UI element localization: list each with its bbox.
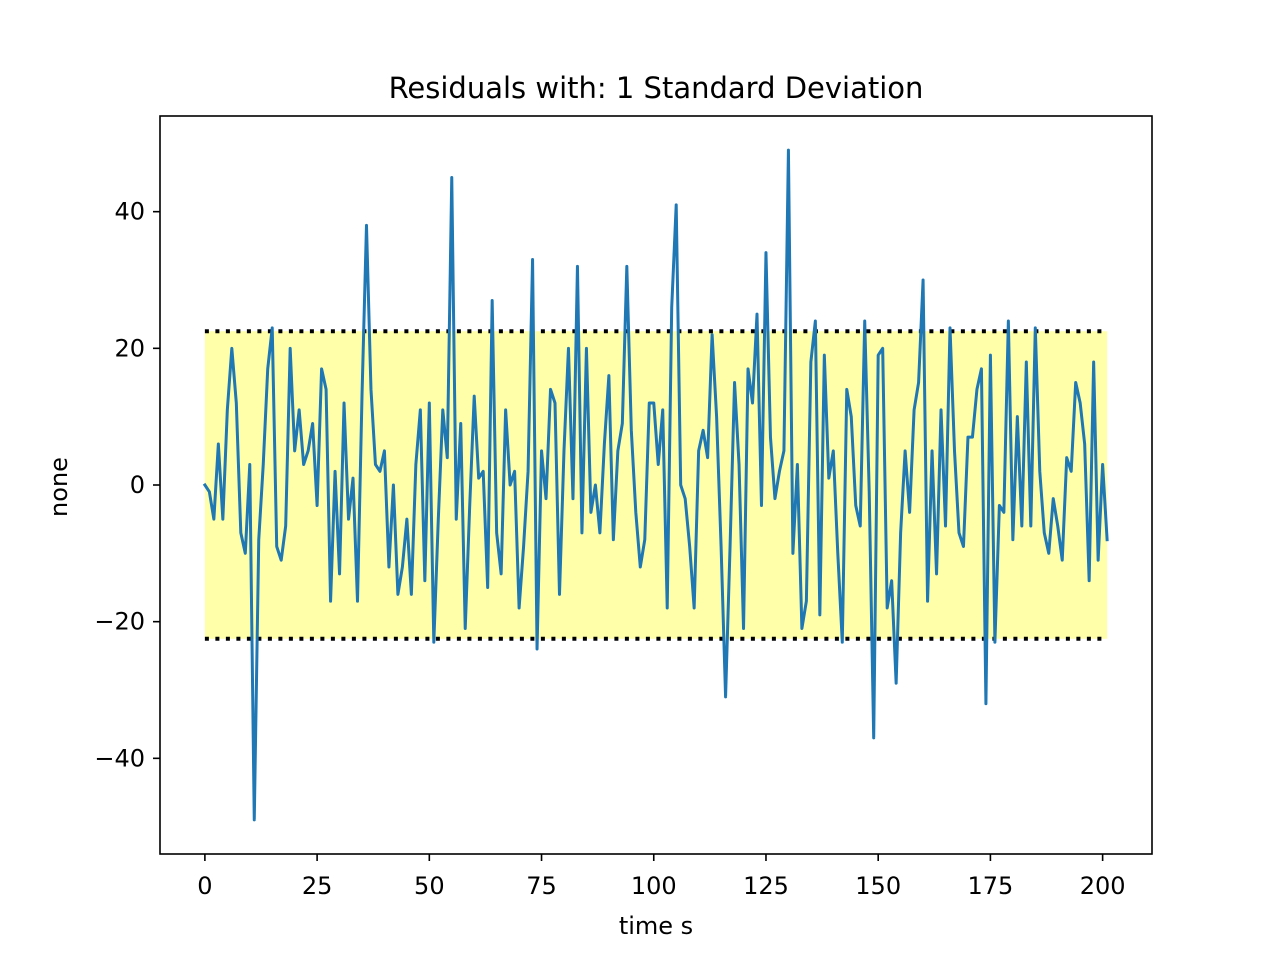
x-tick-label: 200 [1080,872,1126,900]
y-tick-label: 40 [114,198,145,226]
axis-ticks: 0 25 50 75 100 125 150 175 200 −40 −20 0 20 40 [94,198,1125,900]
chart-title: Residuals with: 1 Standard Deviation [389,71,924,105]
x-axis-title: time s [619,912,693,940]
x-tick-label: 100 [631,872,677,900]
y-tick-label: 0 [130,471,145,499]
x-tick-label: 175 [968,872,1014,900]
axes-frame [159,115,1153,855]
x-tick-label: 150 [855,872,901,900]
x-tick-label: 25 [302,872,333,900]
y-tick-label: −20 [94,608,145,636]
x-tick-label: 75 [526,872,557,900]
y-tick-label: 20 [114,334,145,362]
y-tick-label: −40 [94,744,145,772]
std-band [204,331,1108,639]
x-tick-label: 125 [743,872,789,900]
series-line-0 [202,148,1109,822]
x-tick-label: 50 [414,872,445,900]
y-axis-title: none [45,457,73,517]
x-tick-label: 0 [197,872,212,900]
plot-area [202,148,1109,822]
